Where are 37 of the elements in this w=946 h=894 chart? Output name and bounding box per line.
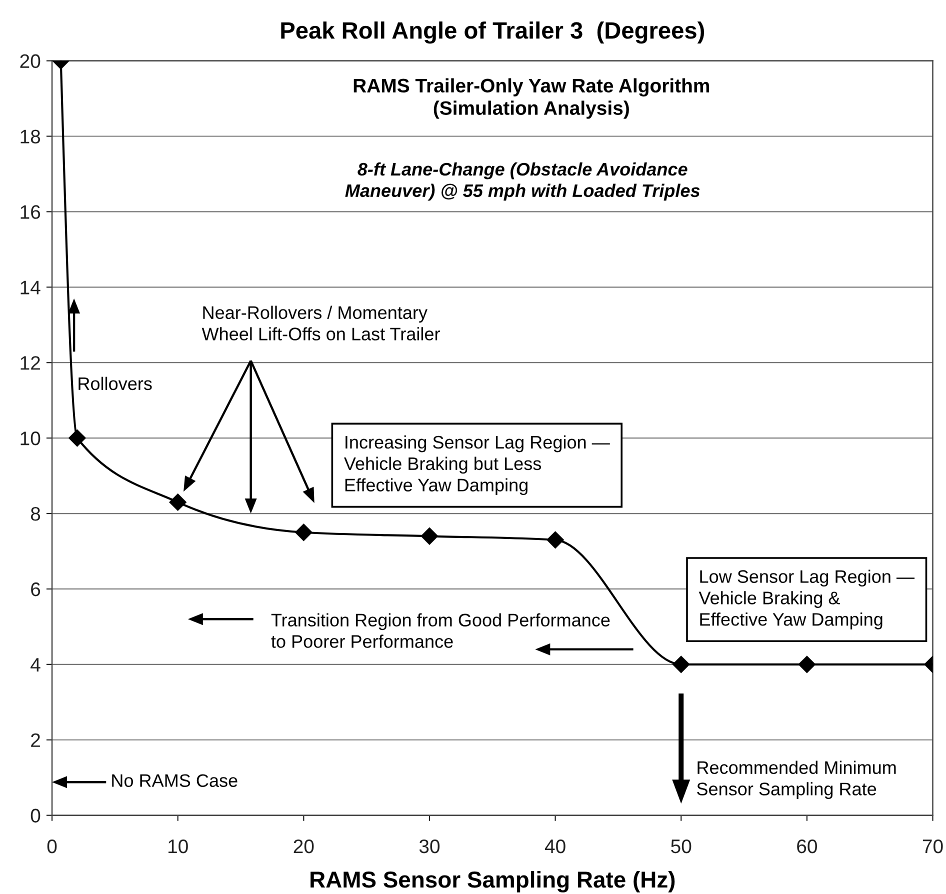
annotation: Near-Rollovers / Momentary Wheel Lift-Offs on Last Trailer xyxy=(202,306,440,340)
x-axis-title: RAMS Sensor Sampling Rate (Hz) xyxy=(310,870,675,892)
chart-title: Peak Roll Angle of Trailer 3 (Degrees) xyxy=(281,21,704,44)
y-tick-label: 4 xyxy=(30,658,40,672)
y-tick-label: 12 xyxy=(20,356,40,370)
point xyxy=(546,531,564,548)
x-tick-label: 0 xyxy=(47,839,57,854)
y-tick-label: 16 xyxy=(20,205,40,219)
annotation: Low Sensor Lag Region — Vehicle Braking & Effective Yaw Damping xyxy=(698,570,915,630)
annotation: No RAMS Case xyxy=(112,774,238,787)
y-tick-label: 14 xyxy=(20,280,40,294)
annotation: 8-ft Lane-Change (Obstacle Avoidance Maneuver) @ 55 mph with Loaded Triples xyxy=(345,162,700,201)
y-tick-label: 8 xyxy=(30,506,40,521)
y-tick-label: 18 xyxy=(20,130,40,144)
point xyxy=(672,656,690,673)
annotation: Rollovers xyxy=(78,376,152,390)
x-tick-label: 50 xyxy=(671,839,692,854)
x-tick-label: 60 xyxy=(797,839,817,854)
annotation: Recommended Minimum Sensor Sampling Rate xyxy=(697,760,896,799)
x-tick-label: 30 xyxy=(419,839,440,854)
y-tick-label: 20 xyxy=(20,54,40,68)
point xyxy=(420,528,438,545)
x-tick-label: 10 xyxy=(168,839,188,854)
annotation: Transition Region from Good Performance to Poorer Performance xyxy=(271,613,610,648)
annotation: Increasing Sensor Lag Region — Vehicle Braking but Less Effective Yaw Damping xyxy=(344,435,610,496)
y-tick-label: 6 xyxy=(31,582,40,596)
x-tick-label: 40 xyxy=(544,839,566,854)
text: RAMS Trailer-Only Yaw Rate Algorithm (Simulation Analysis) xyxy=(354,78,710,119)
y-tick-label: 0 xyxy=(30,808,40,823)
point xyxy=(295,524,312,541)
x-tick-label: 20 xyxy=(294,839,314,854)
point xyxy=(68,430,86,447)
point xyxy=(169,494,186,511)
y-tick-label: 10 xyxy=(20,432,40,446)
x-tick-label: 70 xyxy=(922,839,943,854)
y-tick-label: 2 xyxy=(31,733,40,747)
point xyxy=(798,656,816,673)
